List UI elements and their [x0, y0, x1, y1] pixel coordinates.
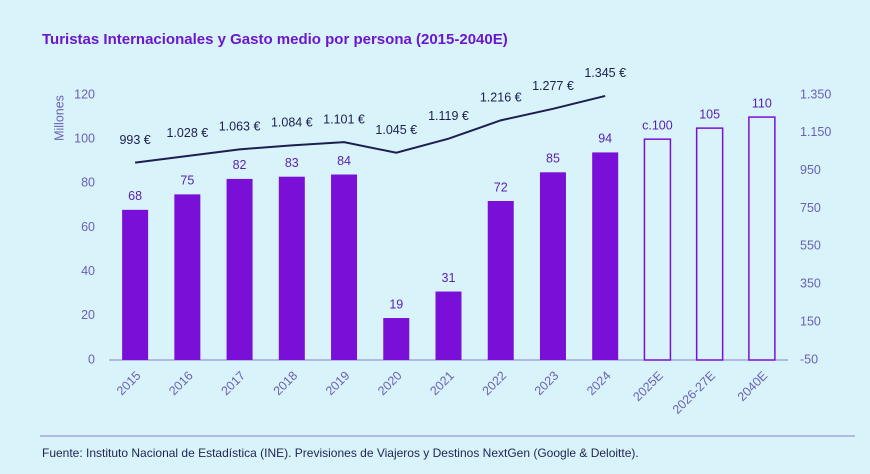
- bar: [278, 176, 305, 360]
- bar: [226, 178, 253, 360]
- line-value-label: 1.101 €: [323, 112, 365, 126]
- bar-value-label: 110: [752, 96, 772, 110]
- y2-tick-label: 950: [800, 163, 821, 177]
- y2-tick-label: 750: [800, 201, 821, 215]
- y-tick-label: 0: [88, 352, 95, 366]
- x-tick-label: 2022: [480, 369, 510, 399]
- y2-tick-label: 550: [800, 239, 821, 253]
- x-tick-label: 2024: [584, 369, 614, 399]
- y-tick-label: 120: [74, 87, 95, 101]
- bar-value-label: c.100: [642, 118, 673, 132]
- x-tick-label: 2023: [532, 369, 562, 399]
- y-tick-label: 60: [81, 220, 95, 234]
- bar-value-label: 72: [494, 180, 508, 194]
- x-tick-label: 2021: [427, 369, 457, 399]
- chart-title: Turistas Internacionales y Gasto medio p…: [42, 31, 508, 48]
- y-tick-label: 40: [81, 264, 95, 278]
- line-value-label: 1.277 €: [532, 79, 574, 93]
- y-tick-label: 80: [81, 176, 95, 190]
- line-value-label: 1.028 €: [166, 126, 208, 140]
- bar-value-label: 82: [233, 158, 247, 172]
- bar-value-label: 94: [598, 132, 612, 146]
- bar: [539, 172, 566, 360]
- bar-value-label: 85: [546, 152, 560, 166]
- bar-value-label: 105: [699, 107, 720, 121]
- bar-value-label: 19: [389, 297, 403, 311]
- x-tick-label: 2016: [166, 369, 196, 399]
- bar: [435, 291, 462, 360]
- x-tick-label: 2017: [218, 369, 248, 399]
- y2-tick-label: 1.350: [800, 87, 831, 101]
- bar: [748, 116, 776, 361]
- y2-tick-label: 350: [800, 277, 821, 291]
- x-tick-label: 2025E: [630, 369, 665, 404]
- y-tick-label: 20: [81, 308, 95, 322]
- y-axis-label: Millones: [52, 95, 66, 141]
- bar-value-label: 75: [180, 174, 194, 188]
- x-tick-label: 2018: [271, 369, 301, 399]
- x-tick-label: 2040E: [735, 369, 770, 404]
- bar: [643, 138, 672, 361]
- y-tick-label: 100: [74, 131, 95, 145]
- bar: [331, 174, 358, 360]
- bar: [592, 152, 619, 360]
- line-value-label: 1.045 €: [375, 123, 417, 137]
- x-tick-label: 2026-27E: [670, 369, 718, 417]
- bar: [695, 127, 724, 361]
- bar: [122, 209, 149, 360]
- y2-tick-label: 1.150: [800, 125, 831, 139]
- y2-tick-label: 150: [800, 314, 821, 328]
- line-value-label: 1.084 €: [271, 116, 313, 130]
- line-value-label: 1.216 €: [480, 91, 522, 105]
- bar-value-label: 31: [442, 271, 456, 285]
- line-value-label: 993 €: [119, 133, 150, 147]
- x-tick-label: 2015: [114, 369, 144, 399]
- bar: [383, 318, 410, 360]
- line: [134, 94, 606, 164]
- bar-value-label: 68: [128, 189, 142, 203]
- line-value-label: 1.063 €: [219, 120, 261, 134]
- bar-value-label: 84: [337, 154, 351, 168]
- y2-tick-label: -50: [800, 352, 818, 366]
- bar-value-label: 83: [285, 156, 299, 170]
- source: Fuente: Instituto Nacional de Estadístic…: [42, 446, 639, 460]
- x-tick-label: 2019: [323, 369, 353, 399]
- bar: [174, 194, 201, 360]
- x-tick-label: 2020: [375, 369, 405, 399]
- line-value-label: 1.345 €: [584, 66, 626, 80]
- line-value-label: 1.119 €: [428, 109, 469, 123]
- bar: [487, 201, 514, 360]
